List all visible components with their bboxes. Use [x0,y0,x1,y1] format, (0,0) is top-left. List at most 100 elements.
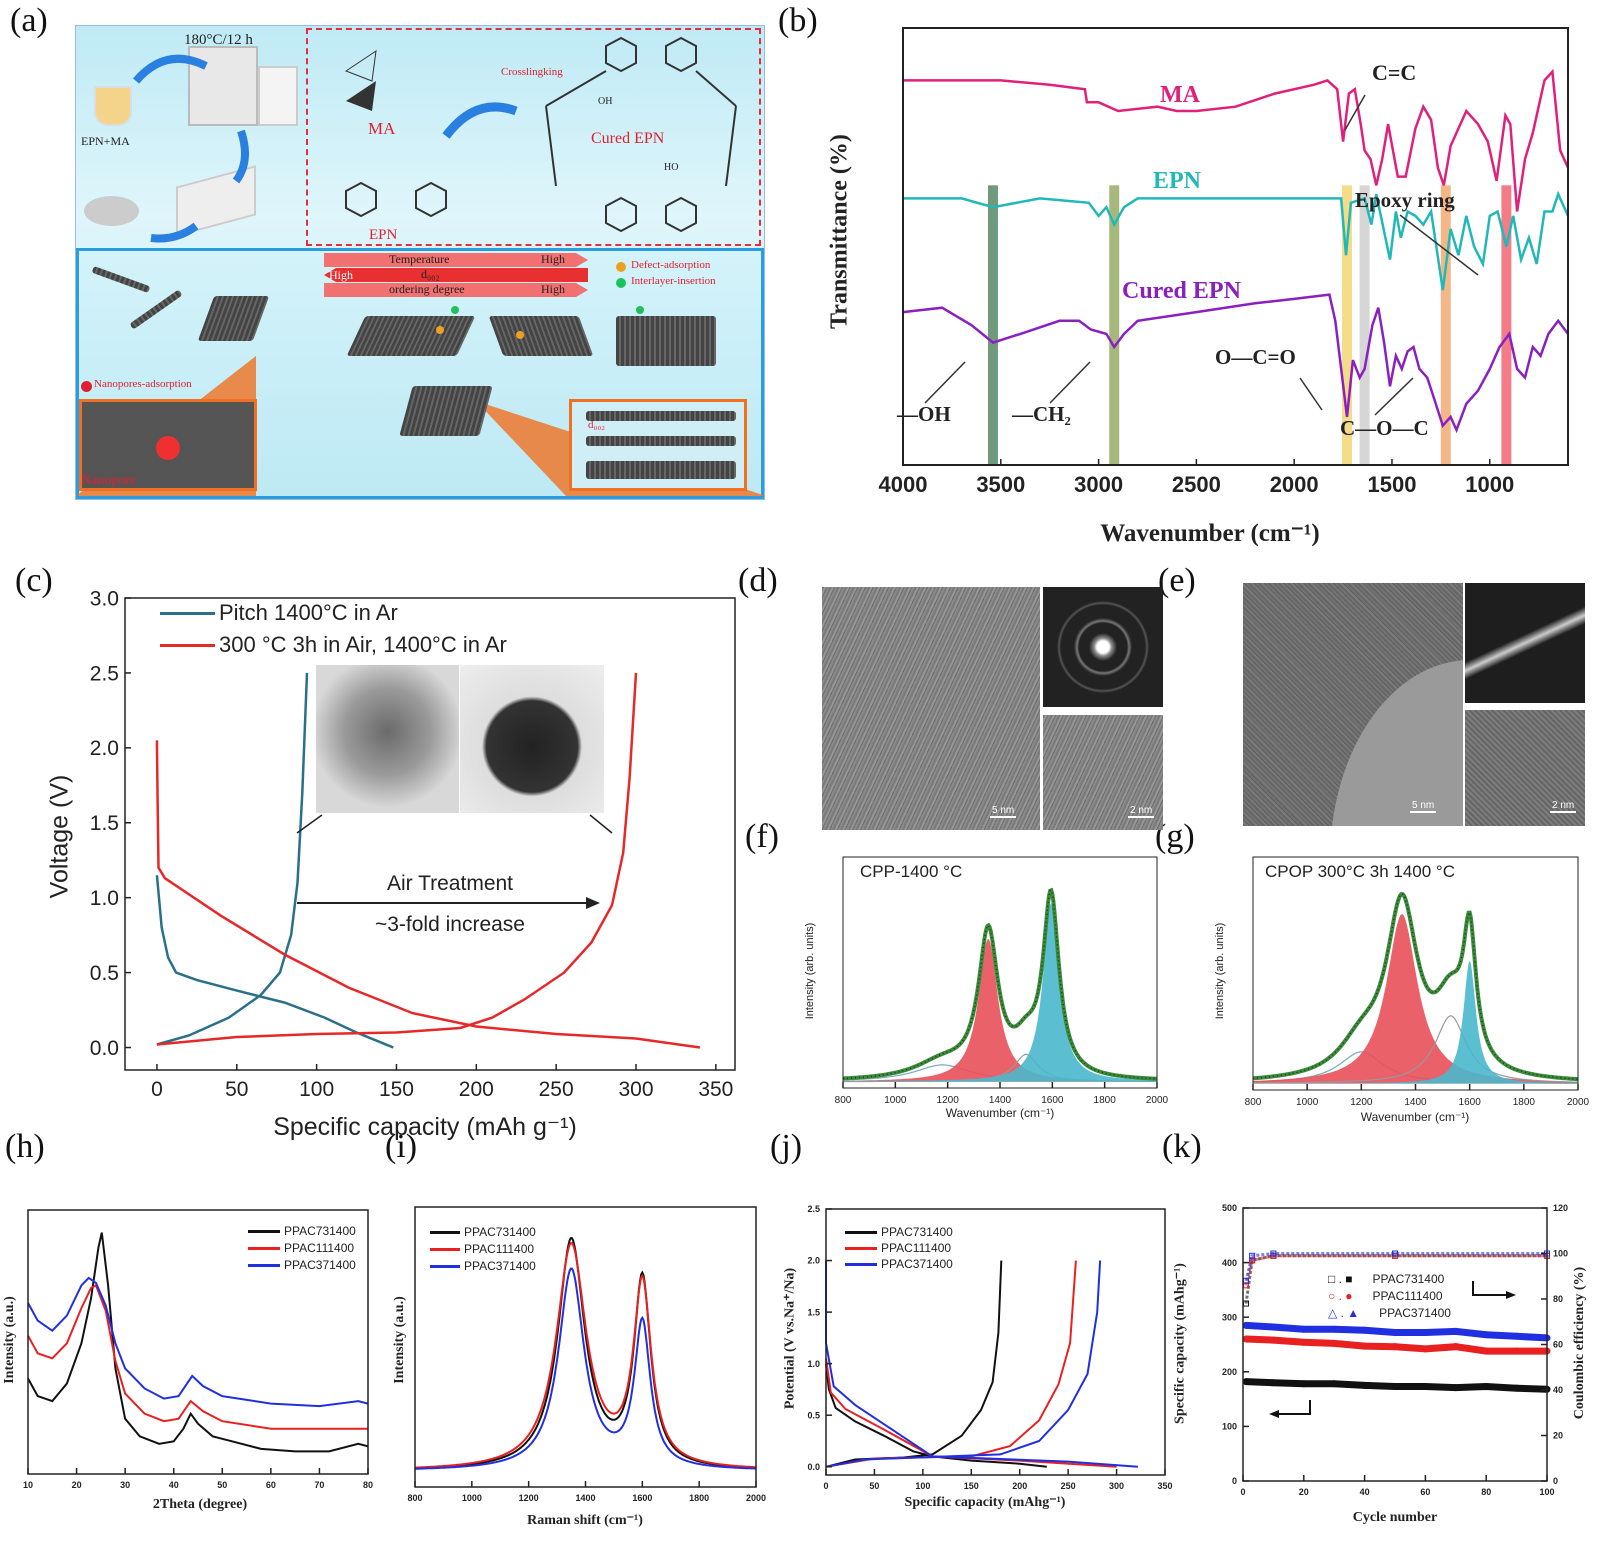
y-tick-label: 300 [1222,1312,1237,1322]
x-tick-label: 2500 [1172,472,1221,497]
graphite-stack [616,316,716,366]
capacity-point [1391,1343,1399,1351]
legend-item: ○ . ● PPAC111400 [1328,1289,1443,1303]
x-tick-label: 2000 [1146,1095,1169,1106]
legend-label: PPAC731400 [464,1225,536,1239]
legend-item: PPAC731400 [430,1225,536,1239]
scale-bar-d-inset: 2 nm [1128,805,1155,818]
interlayer-ion [636,306,644,314]
capacity-point [1482,1383,1490,1391]
legend-swatch [430,1247,460,1251]
oco-label: O—C=O [1215,345,1296,369]
x-tick-label: 3500 [976,472,1025,497]
high-label: High [541,252,565,266]
xrd-chart: 10 20 30 40 50 60 70 80 [23,1209,373,1490]
y-tick-label: 1.5 [807,1307,820,1317]
legend-swatch [160,643,215,647]
x-tick-label: 250 [539,1078,574,1101]
x-tick-label: 60 [1420,1487,1430,1497]
cured-epn-series-label: Cured EPN [1122,278,1241,304]
absorption-band [1440,185,1451,465]
x-tick-label: 10 [23,1480,33,1490]
beaker-icon [94,86,132,126]
legend-item: PPAC111400 [845,1241,951,1255]
x-tick-label: 350 [698,1078,733,1101]
b-x-axis-title: Wavenumber (cm⁻¹) [1100,520,1320,547]
treated-pitch-photo [460,665,604,813]
g-y-axis-title: Intensity (arb. units) [1214,922,1226,1020]
legend-item: □ . ■ PPAC731400 [1328,1272,1444,1286]
y-tick-label: 3.0 [90,587,119,610]
anhydride-ring [346,81,376,111]
series-line [156,672,638,1046]
capacity-point [1513,1332,1521,1340]
legend-item: PPAC371400 [248,1258,356,1272]
series-line [27,1276,369,1408]
x-tick-label: 50 [225,1078,248,1101]
y2-tick-label: 120 [1553,1203,1568,1213]
legend-swatch [160,611,215,615]
high-label: High [329,268,353,282]
scale-bar-d: 5 nm [990,805,1017,818]
x-tick-label: 350 [1157,1481,1172,1491]
arrow-icon [150,222,199,243]
legend-label: PPAC111400 [464,1242,535,1256]
capacity-point [1452,1384,1460,1392]
efficiency-point [1270,1250,1277,1257]
x-tick-label: 1400 [1404,1097,1427,1108]
ordering-degree-label: ordering degree [389,282,465,296]
capacity-point [1300,1325,1308,1333]
capacity-point [1269,1379,1277,1387]
series-line [155,875,394,1049]
legend-item: PPAC111400 [430,1242,534,1256]
x-tick-label: 1600 [1459,1097,1482,1108]
capacity-point [1242,1335,1250,1343]
x-tick-label: 200 [459,1078,494,1101]
crosslinking-label: Crosslingking [501,66,563,78]
x-tick-label: 50 [869,1481,879,1491]
g-chart-title: CPOP 300°C 3h 1400 °C [1265,862,1456,881]
x-tick-label: 800 [835,1095,852,1106]
legend-swatch [430,1230,460,1234]
epn-structure [345,36,737,233]
c-x-axis-title: Specific capacity (mAh g⁻¹) [273,1113,577,1141]
legend-swatch [845,1262,877,1266]
i-x-axis-title: Raman shift (cm⁻¹) [527,1513,643,1528]
x-tick-label: 200 [1012,1481,1027,1491]
capacity-point [1300,1338,1308,1346]
fit-envelope-line [1252,892,1578,1082]
tem-image-d [822,587,1040,830]
tem-inset-d [1043,715,1163,830]
panel-label-h: (h) [5,1128,45,1165]
legend-item: PPAC371400 [845,1257,953,1271]
raman-fit-chart-f: 800 1000 1200 1400 1600 1800 2000 [835,856,1169,1106]
condition-label: 180°C/12 h [184,32,253,48]
absorption-band [1341,185,1352,465]
capacity-point [1391,1383,1399,1391]
y2-tick-label: 20 [1553,1431,1563,1441]
interlayer-insertion-label: Interlayer-insertion [631,275,716,287]
legend-label: PPAC371400 [464,1259,536,1273]
arrow-icon [232,129,249,184]
x-tick-label: 100 [299,1078,334,1101]
y-tick-label: 0.5 [90,962,119,985]
x-tick-label: 0 [823,1481,828,1491]
panel-label-d: (d) [738,562,778,599]
y-tick-label: 2.5 [807,1204,820,1214]
f-x-axis-title: Wavenumber (cm⁻¹) [945,1106,1055,1120]
y-tick-label: 0.0 [90,1037,119,1060]
x-tick-label: 1800 [1513,1097,1536,1108]
x-tick-label: 1600 [632,1493,652,1503]
capacity-point [1330,1339,1338,1347]
capacity-point [1421,1345,1429,1353]
capacity-point [1242,1321,1250,1329]
legend-item: △ . ▲ PPAC371400 [1328,1306,1451,1320]
k-y2-axis-title: Coulombic efficiency (%) [1572,1266,1587,1420]
absorption-band [1359,185,1370,465]
x-tick-label: 1000 [884,1095,907,1106]
x-tick-label: 300 [1109,1481,1124,1491]
x-tick-label: 1400 [989,1095,1012,1106]
series-line [27,1284,368,1430]
capacity-point [1452,1343,1460,1351]
panel-label-a: (a) [10,2,48,39]
